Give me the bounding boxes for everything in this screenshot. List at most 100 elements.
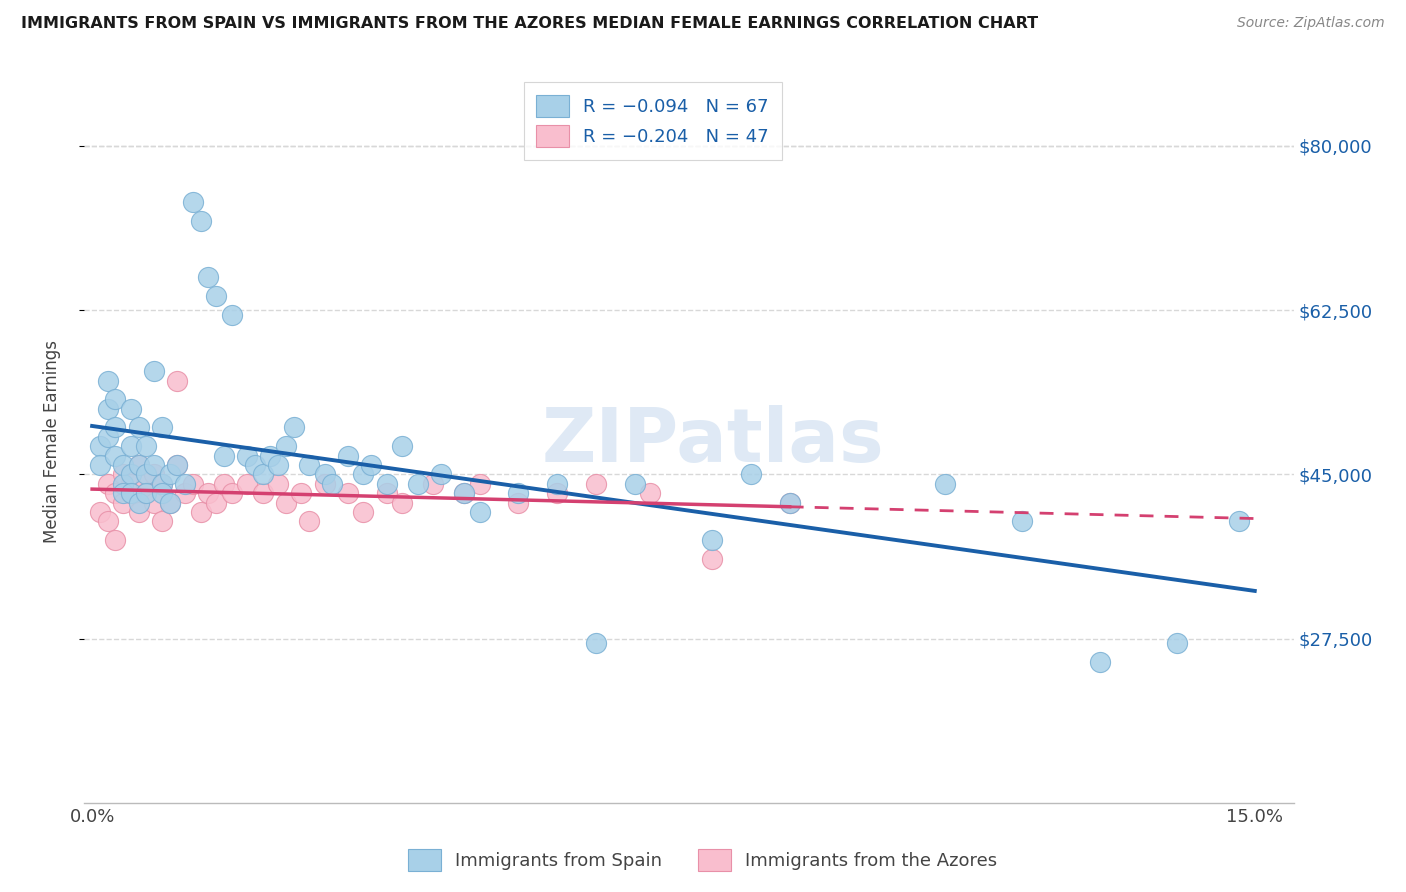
Point	[166, 458, 188, 472]
Text: ZIPatlas: ZIPatlas	[541, 405, 884, 478]
Point	[290, 486, 312, 500]
Point	[267, 476, 290, 491]
Point	[143, 364, 166, 378]
Legend: R = −0.094   N = 67, R = −0.204   N = 47: R = −0.094 N = 67, R = −0.204 N = 47	[524, 82, 782, 160]
Point	[375, 476, 398, 491]
Point	[336, 486, 359, 500]
Point	[159, 467, 181, 482]
Point	[267, 458, 290, 472]
Point	[779, 495, 801, 509]
Point	[135, 486, 157, 500]
Point	[314, 467, 336, 482]
Point	[740, 467, 762, 482]
Point	[298, 514, 321, 528]
Point	[252, 467, 274, 482]
Point	[112, 467, 135, 482]
Point	[212, 476, 235, 491]
Point	[546, 476, 568, 491]
Point	[190, 214, 212, 228]
Point	[197, 486, 219, 500]
Point	[360, 458, 382, 472]
Point	[97, 401, 120, 416]
Point	[252, 486, 274, 500]
Point	[508, 495, 530, 509]
Point	[120, 476, 142, 491]
Point	[934, 476, 956, 491]
Point	[174, 476, 197, 491]
Point	[104, 449, 127, 463]
Point	[779, 495, 801, 509]
Point	[236, 449, 259, 463]
Point	[112, 486, 135, 500]
Point	[391, 495, 413, 509]
Point	[197, 270, 219, 285]
Point	[221, 486, 243, 500]
Point	[468, 476, 491, 491]
Point	[638, 486, 661, 500]
Point	[143, 495, 166, 509]
Point	[120, 401, 142, 416]
Text: Source: ZipAtlas.com: Source: ZipAtlas.com	[1237, 16, 1385, 30]
Point	[352, 505, 374, 519]
Point	[104, 420, 127, 434]
Point	[89, 439, 111, 453]
Point	[190, 505, 212, 519]
Point	[702, 551, 724, 566]
Point	[112, 458, 135, 472]
Point	[181, 195, 204, 210]
Point	[97, 476, 120, 491]
Point	[135, 486, 157, 500]
Point	[112, 495, 135, 509]
Point	[406, 476, 429, 491]
Point	[143, 467, 166, 482]
Point	[375, 486, 398, 500]
Point	[89, 458, 111, 472]
Point	[336, 449, 359, 463]
Point	[221, 308, 243, 322]
Point	[1166, 636, 1188, 650]
Point	[166, 458, 188, 472]
Point	[321, 476, 343, 491]
Point	[174, 486, 197, 500]
Text: IMMIGRANTS FROM SPAIN VS IMMIGRANTS FROM THE AZORES MEDIAN FEMALE EARNINGS CORRE: IMMIGRANTS FROM SPAIN VS IMMIGRANTS FROM…	[21, 16, 1038, 31]
Point	[166, 374, 188, 388]
Point	[1011, 514, 1033, 528]
Point	[128, 458, 150, 472]
Point	[135, 467, 157, 482]
Point	[314, 476, 336, 491]
Point	[128, 505, 150, 519]
Point	[159, 495, 181, 509]
Point	[120, 439, 142, 453]
Point	[135, 439, 157, 453]
Point	[150, 486, 173, 500]
Point	[274, 439, 297, 453]
Point	[546, 486, 568, 500]
Y-axis label: Median Female Earnings: Median Female Earnings	[42, 340, 60, 543]
Point	[97, 430, 120, 444]
Point	[159, 495, 181, 509]
Point	[298, 458, 321, 472]
Point	[120, 486, 142, 500]
Point	[243, 458, 266, 472]
Point	[104, 392, 127, 407]
Point	[468, 505, 491, 519]
Point	[422, 476, 444, 491]
Point	[143, 458, 166, 472]
Point	[205, 495, 228, 509]
Point	[97, 514, 120, 528]
Point	[212, 449, 235, 463]
Point	[150, 476, 173, 491]
Point	[352, 467, 374, 482]
Point	[430, 467, 453, 482]
Point	[128, 458, 150, 472]
Point	[135, 476, 157, 491]
Point	[274, 495, 297, 509]
Point	[259, 449, 281, 463]
Point	[104, 486, 127, 500]
Legend: Immigrants from Spain, Immigrants from the Azores: Immigrants from Spain, Immigrants from t…	[401, 842, 1005, 879]
Point	[585, 476, 607, 491]
Point	[112, 476, 135, 491]
Point	[181, 476, 204, 491]
Point	[283, 420, 305, 434]
Point	[1088, 655, 1111, 669]
